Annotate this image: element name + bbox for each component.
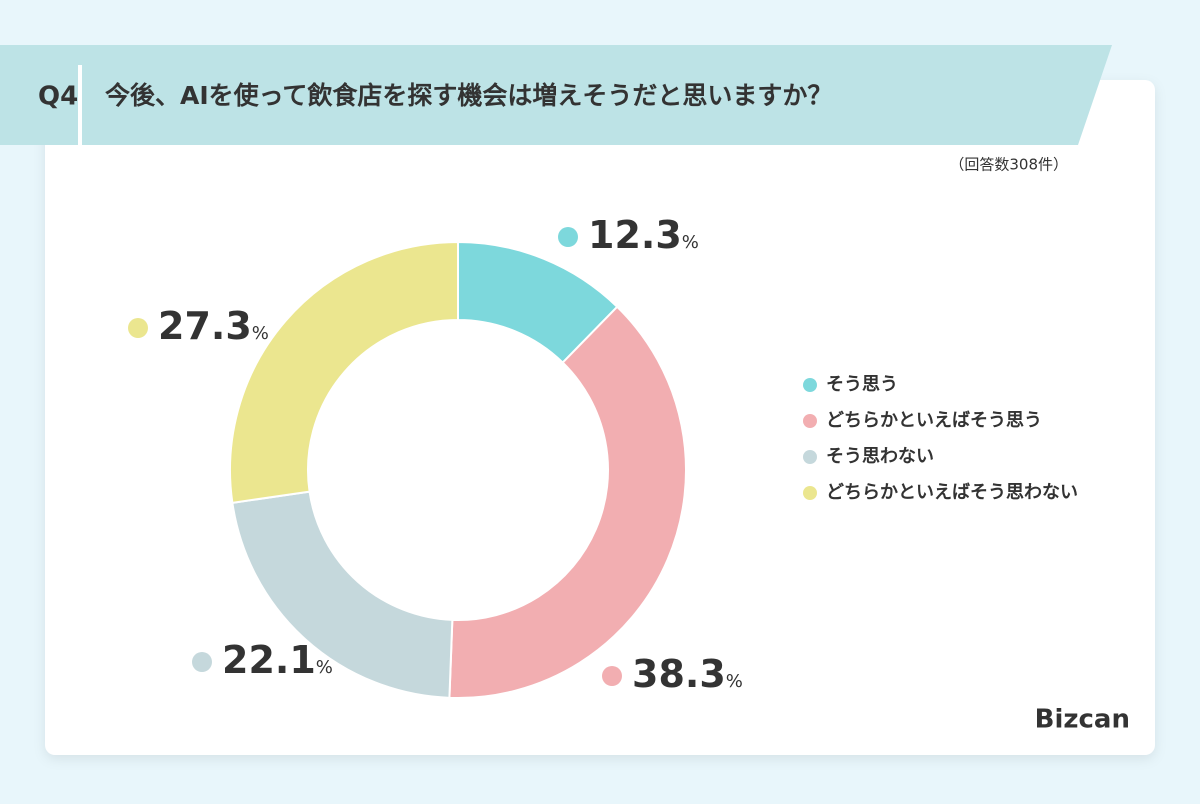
title-banner xyxy=(0,45,1112,145)
legend-label: そう思う xyxy=(826,374,898,395)
question-number: Q4 xyxy=(38,82,78,112)
legend-dot xyxy=(803,414,817,428)
donut-segment xyxy=(229,240,459,504)
value-label: 27.3% xyxy=(158,304,269,348)
value-number: 38.3 xyxy=(632,652,726,696)
label-dot xyxy=(602,666,622,686)
value-labels: 12.3%38.3%22.1%27.3% xyxy=(128,213,743,696)
legend-dot xyxy=(803,486,817,500)
donut-segment xyxy=(231,490,454,699)
value-unit: % xyxy=(252,323,269,344)
donut xyxy=(229,240,687,699)
label-dot xyxy=(128,318,148,338)
label-dot xyxy=(558,227,578,247)
label-dot xyxy=(192,652,212,672)
value-number: 27.3 xyxy=(158,304,252,348)
note: （回答数308件） xyxy=(949,156,1068,174)
value-label: 38.3% xyxy=(632,652,743,696)
value-number: 22.1 xyxy=(222,638,316,682)
brand: Bizcan xyxy=(1035,705,1130,735)
value-label: 22.1% xyxy=(222,638,333,682)
donut-segment xyxy=(448,305,687,699)
legend-label: どちらかといえばそう思わない xyxy=(826,482,1078,503)
title: 今後、AIを使って飲食店を探す機会は増えそうだと思いますか？ xyxy=(105,81,832,110)
legend-label: そう思わない xyxy=(826,446,934,467)
value-unit: % xyxy=(726,671,743,692)
value-number: 12.3 xyxy=(588,213,682,257)
legend-label: どちらかといえばそう思う xyxy=(826,410,1042,431)
legend-dot xyxy=(803,450,817,464)
legend-dot xyxy=(803,378,817,392)
value-unit: % xyxy=(682,232,699,253)
value-unit: % xyxy=(316,657,333,678)
value-label: 12.3% xyxy=(588,213,699,257)
